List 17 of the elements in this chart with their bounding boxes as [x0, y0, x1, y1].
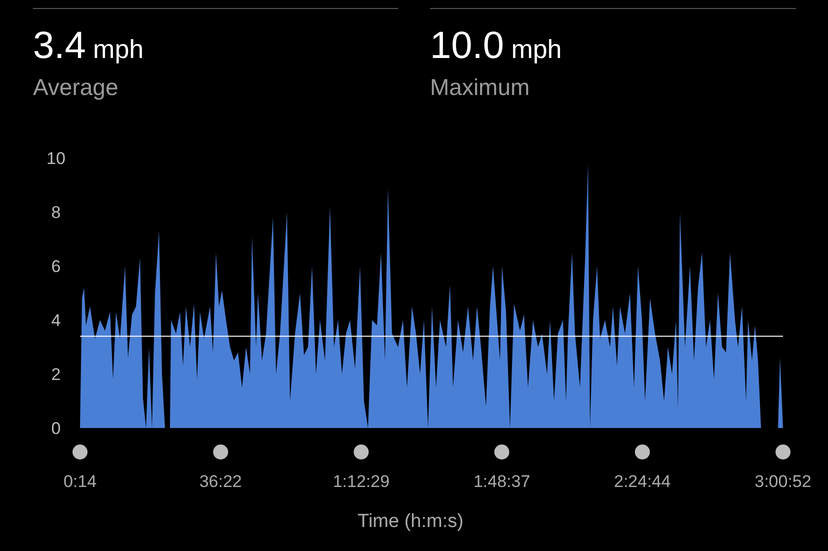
x-tick-label: 1:48:37: [473, 472, 530, 491]
text: Maximum: [430, 74, 530, 100]
text: 3.4 mph: [33, 25, 144, 67]
y-tick-label: 8: [51, 202, 61, 222]
x-tick-label: 3:00:52: [754, 472, 812, 491]
x-axis-title: Time (h:m:s): [358, 511, 464, 532]
y-tick-label: 4: [51, 310, 61, 330]
text: 10.0 mph: [430, 25, 562, 67]
y-tick-label: 10: [46, 148, 66, 168]
x-tick-label: 1:12:29: [332, 472, 390, 491]
y-tick-label: 6: [51, 256, 61, 276]
text: Average: [33, 74, 118, 100]
x-tick-label: 36:22: [199, 472, 242, 491]
x-tick-label: 0:14: [63, 472, 97, 491]
y-tick-label: 2: [51, 364, 61, 384]
x-tick-label: 2:24:44: [614, 472, 671, 491]
y-tick-label: 0: [51, 418, 61, 438]
